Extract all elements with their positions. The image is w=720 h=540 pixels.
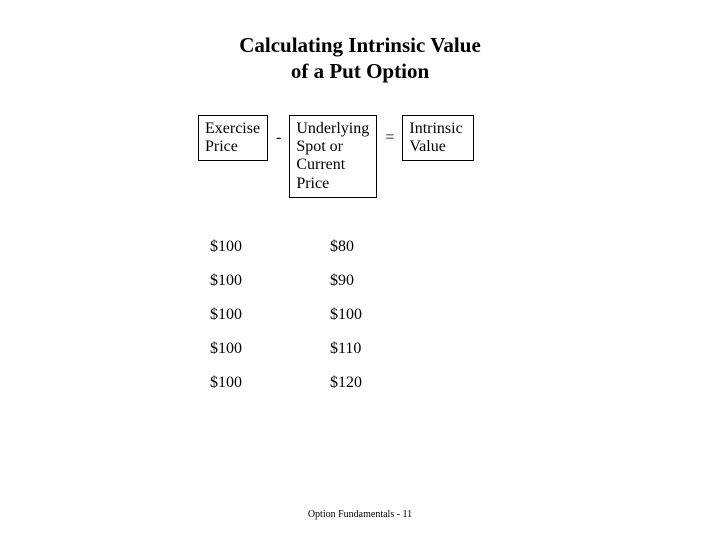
cell-spot: $120 <box>330 374 410 392</box>
cell-exercise: $100 <box>210 306 330 324</box>
equals-operator: = <box>377 129 402 147</box>
table-row: $100 $90 <box>210 272 720 290</box>
formula-diagram: Exercise Price - Underlying Spot or Curr… <box>198 115 720 199</box>
cell-spot: $80 <box>330 238 410 256</box>
cell-exercise: $100 <box>210 238 330 256</box>
title-line-2: of a Put Option <box>291 59 429 83</box>
title-line-1: Calculating Intrinsic Value <box>239 33 481 57</box>
data-table: $100 $80 $100 $90 $100 $100 $100 $110 $1… <box>210 238 720 392</box>
formula-box-exercise-price: Exercise Price <box>198 115 268 162</box>
minus-operator: - <box>268 129 289 147</box>
cell-exercise: $100 <box>210 272 330 290</box>
table-row: $100 $120 <box>210 374 720 392</box>
formula-box-underlying-price: Underlying Spot or Current Price <box>289 115 377 199</box>
cell-exercise: $100 <box>210 374 330 392</box>
slide-footer: Option Fundamentals - 11 <box>0 509 720 520</box>
formula-box-intrinsic-value: Intrinsic Value <box>402 115 474 162</box>
cell-exercise: $100 <box>210 340 330 358</box>
slide-title: Calculating Intrinsic Value of a Put Opt… <box>0 0 720 85</box>
cell-spot: $100 <box>330 306 410 324</box>
table-row: $100 $110 <box>210 340 720 358</box>
table-row: $100 $80 <box>210 238 720 256</box>
cell-spot: $110 <box>330 340 410 358</box>
table-row: $100 $100 <box>210 306 720 324</box>
cell-spot: $90 <box>330 272 410 290</box>
